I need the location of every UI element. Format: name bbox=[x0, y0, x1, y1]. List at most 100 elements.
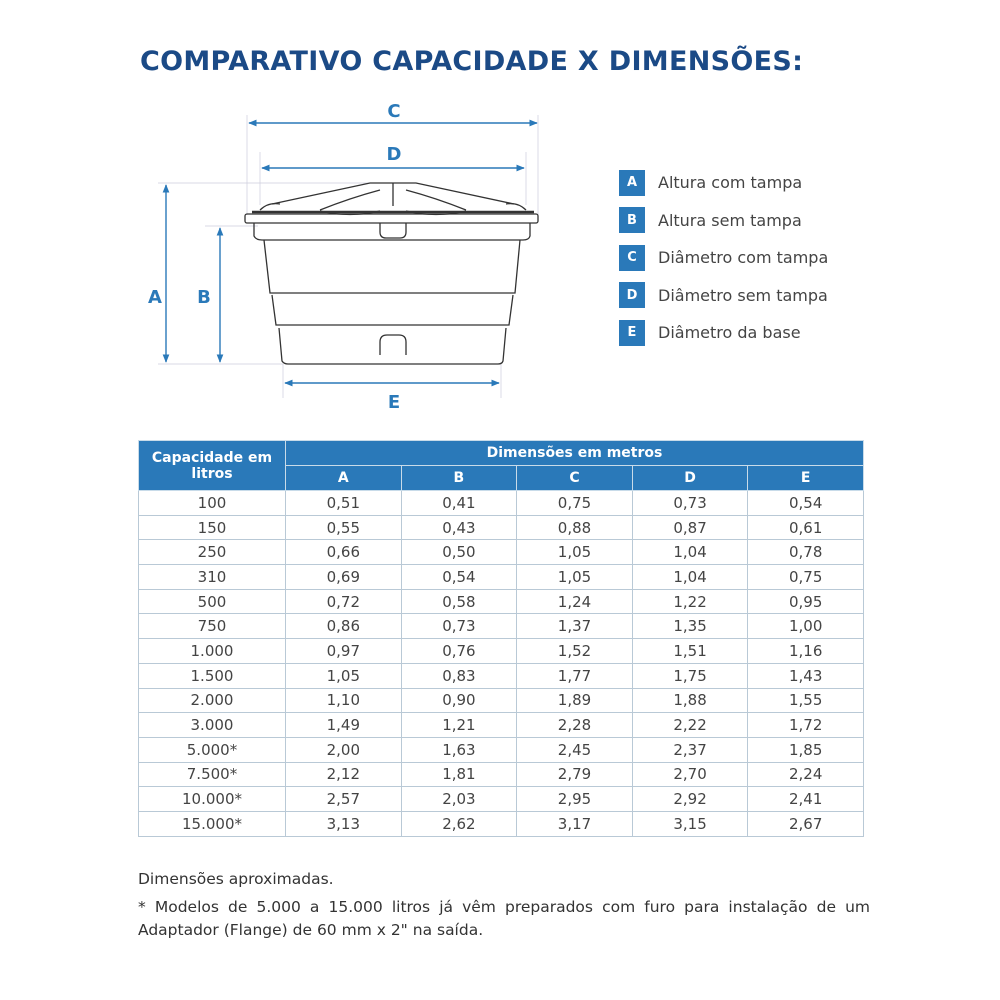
table-row: 310 0,69 0,54 1,05 1,04 0,75 bbox=[138, 564, 864, 590]
dimension-cell: 2,45 bbox=[516, 736, 633, 763]
legend-item-c: C Diâmetro com tampa bbox=[619, 239, 828, 277]
dimension-cell: 0,83 bbox=[400, 662, 518, 689]
dimension-cell: 2,00 bbox=[285, 736, 402, 763]
dimension-cell: 2,67 bbox=[747, 810, 864, 837]
column-header-d: D bbox=[631, 465, 749, 491]
dimension-cell: 3,17 bbox=[516, 810, 633, 837]
dimension-cell: 1,35 bbox=[631, 613, 749, 640]
column-header-c: C bbox=[516, 465, 633, 491]
dimension-cell: 0,88 bbox=[516, 514, 633, 541]
dimension-cell: 0,75 bbox=[747, 564, 864, 590]
capacity-cell: 250 bbox=[138, 539, 286, 566]
capacity-cell: 750 bbox=[138, 613, 286, 640]
capacity-cell: 7.500* bbox=[138, 761, 286, 788]
legend-text: Diâmetro da base bbox=[658, 323, 801, 343]
capacity-cell: 10.000* bbox=[138, 786, 286, 812]
dimensions-group-header: Dimensões em metros bbox=[285, 440, 864, 466]
dimension-cell: 0,78 bbox=[747, 539, 864, 566]
dimension-cell: 0,43 bbox=[400, 514, 518, 541]
dimension-cell: 0,75 bbox=[516, 490, 633, 516]
dimension-cell: 1,51 bbox=[631, 638, 749, 664]
dimension-cell: 2,79 bbox=[516, 761, 633, 788]
capacity-header: Capacidade em litros bbox=[138, 440, 286, 491]
table-row: 150 0,55 0,43 0,88 0,87 0,61 bbox=[138, 514, 864, 541]
dimension-cell: 3,15 bbox=[631, 810, 749, 837]
column-header-e: E bbox=[747, 465, 864, 491]
dimension-cell: 2,03 bbox=[400, 786, 518, 812]
footnote: * Modelos de 5.000 a 15.000 litros já vê… bbox=[138, 898, 870, 939]
legend-text: Altura sem tampa bbox=[658, 210, 802, 230]
table-row: 1.500 1,05 0,83 1,77 1,75 1,43 bbox=[138, 662, 864, 689]
dimension-cell: 0,51 bbox=[285, 490, 402, 516]
legend-text: Altura com tampa bbox=[658, 173, 803, 193]
dimension-cell: 0,73 bbox=[631, 490, 749, 516]
capacity-cell: 150 bbox=[138, 514, 286, 541]
dimension-cell: 2,95 bbox=[516, 786, 633, 812]
table-row: 1.000 0,97 0,76 1,52 1,51 1,16 bbox=[138, 638, 864, 664]
table-row: 3.000 1,49 1,21 2,28 2,22 1,72 bbox=[138, 712, 864, 738]
capacity-cell: 3.000 bbox=[138, 712, 286, 738]
dimension-cell: 0,66 bbox=[285, 539, 402, 566]
table-row: 250 0,66 0,50 1,05 1,04 0,78 bbox=[138, 539, 864, 566]
dimension-cell: 0,58 bbox=[400, 588, 518, 615]
label-e: E bbox=[388, 392, 400, 413]
legend-text: Diâmetro com tampa bbox=[658, 248, 829, 268]
dimension-cell: 1,16 bbox=[747, 638, 864, 664]
legend-key: B bbox=[619, 207, 645, 234]
table-row: 500 0,72 0,58 1,24 1,22 0,95 bbox=[138, 588, 864, 615]
dimension-cell: 2,92 bbox=[631, 786, 749, 812]
label-d: D bbox=[387, 144, 402, 165]
legend-item-b: B Altura sem tampa bbox=[619, 202, 828, 240]
dimension-cell: 1,22 bbox=[631, 588, 749, 615]
label-a: A bbox=[148, 287, 162, 308]
dimension-cell: 1,55 bbox=[747, 687, 864, 714]
label-b: B bbox=[197, 287, 211, 308]
dimension-cell: 0,50 bbox=[400, 539, 518, 566]
dimension-cell: 0,97 bbox=[285, 638, 402, 664]
dimension-arrows bbox=[162, 119, 538, 387]
dimension-cell: 1,81 bbox=[400, 761, 518, 788]
dimension-cell: 2,24 bbox=[747, 761, 864, 788]
legend-key: C bbox=[619, 244, 645, 271]
dimension-cell: 1,24 bbox=[516, 588, 633, 615]
dimension-cell: 0,86 bbox=[285, 613, 402, 640]
legend-key: A bbox=[619, 169, 645, 196]
legend-key: E bbox=[619, 319, 645, 346]
tank-diagram: A B C D E bbox=[148, 101, 539, 413]
dimension-cell: 1,49 bbox=[285, 712, 402, 738]
capacity-cell: 1.000 bbox=[138, 638, 286, 664]
dimension-cell: 0,69 bbox=[285, 564, 402, 590]
capacity-cell: 1.500 bbox=[138, 662, 286, 689]
capacity-cell: 15.000* bbox=[138, 810, 286, 837]
dimension-cell: 2,37 bbox=[631, 736, 749, 763]
dimension-cell: 1,05 bbox=[516, 564, 633, 590]
capacity-cell: 5.000* bbox=[138, 736, 286, 763]
dimension-cell: 2,28 bbox=[516, 712, 633, 738]
dimension-cell: 1,72 bbox=[747, 712, 864, 738]
page-title: COMPARATIVO CAPACIDADE X DIMENSÕES: bbox=[140, 46, 804, 77]
dimension-cell: 1,63 bbox=[400, 736, 518, 763]
dimension-cell: 1,05 bbox=[516, 539, 633, 566]
dimension-cell: 0,73 bbox=[400, 613, 518, 640]
dimension-cell: 1,00 bbox=[747, 613, 864, 640]
table-row: 2.000 1,10 0,90 1,89 1,88 1,55 bbox=[138, 687, 864, 714]
table-row: 5.000* 2,00 1,63 2,45 2,37 1,85 bbox=[138, 736, 864, 763]
dimension-cell: 1,52 bbox=[516, 638, 633, 664]
dimension-cell: 0,55 bbox=[285, 514, 402, 541]
legend-item-d: D Diâmetro sem tampa bbox=[619, 277, 828, 315]
dimension-cell: 1,04 bbox=[631, 564, 749, 590]
dimension-cell: 0,54 bbox=[747, 490, 864, 516]
dimension-cell: 1,37 bbox=[516, 613, 633, 640]
dimension-cell: 0,87 bbox=[631, 514, 749, 541]
dimension-cell: 2,22 bbox=[631, 712, 749, 738]
dimension-cell: 1,85 bbox=[747, 736, 864, 763]
table-row: 15.000* 3,13 2,62 3,17 3,15 2,67 bbox=[138, 810, 864, 837]
dimension-cell: 1,10 bbox=[285, 687, 402, 714]
extension-lines bbox=[158, 115, 539, 398]
legend-item-e: E Diâmetro da base bbox=[619, 314, 828, 352]
capacity-cell: 100 bbox=[138, 490, 286, 516]
dimension-cell: 0,72 bbox=[285, 588, 402, 615]
table-row: 100 0,51 0,41 0,75 0,73 0,54 bbox=[138, 490, 864, 516]
table-row: 10.000* 2,57 2,03 2,95 2,92 2,41 bbox=[138, 786, 864, 812]
dimension-cell: 2,57 bbox=[285, 786, 402, 812]
